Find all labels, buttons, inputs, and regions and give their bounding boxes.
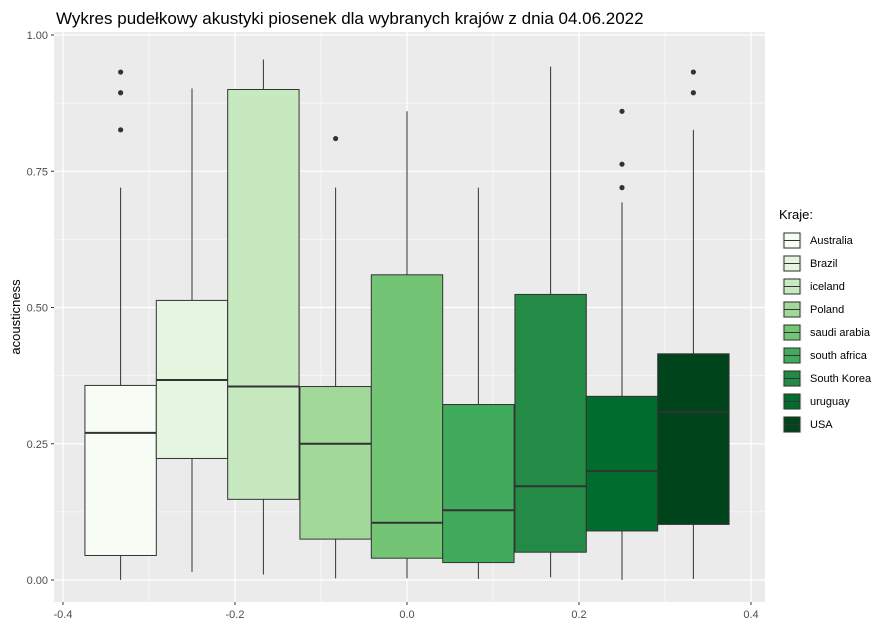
y-axis-title: acousticness [8,279,23,355]
box [370,274,444,559]
outlier-point [619,185,625,191]
y-axis: 0.00 0.25 0.50 0.75 1.00 [27,30,54,587]
box-group [585,108,659,580]
legend-item: saudi arabia [782,324,871,341]
legend-label: uruguay [810,396,850,408]
y-tick-label: 0.50 [27,303,48,315]
legend-label: Australia [810,235,854,247]
outlier-point [690,69,696,75]
y-tick-label: 0.00 [27,575,48,587]
chart-title: Wykres pudełkowy akustyki piosenek dla w… [56,9,644,28]
legend-item: south africa [782,347,868,364]
legend-item: South Korea [782,370,872,387]
legend-label: iceland [810,281,845,293]
box-group [84,69,157,580]
outlier-point [118,90,124,96]
legend-label: South Korea [810,373,872,385]
legend-label: saudi arabia [810,327,871,339]
legend-title: Kraje: [779,207,813,222]
box-group [514,66,587,578]
legend-item: uruguay [782,393,850,410]
box [585,395,659,532]
outlier-point [118,69,124,75]
legend-label: Poland [810,304,844,316]
box [84,384,157,556]
boxes-layer [84,59,730,580]
box-group [299,135,372,579]
legend-item: USA [782,416,833,433]
x-axis: -0.4 -0.2 0.0 0.2 0.4 [54,602,759,621]
y-tick-label: 1.00 [27,30,48,42]
box [299,386,372,540]
y-tick-label: 0.25 [27,439,48,451]
x-tick-label: -0.4 [54,609,73,621]
outlier-point [118,127,124,133]
legend-label: south africa [810,350,868,362]
x-tick-label: -0.2 [226,609,245,621]
box-group [657,69,730,579]
legend-item: Australia [782,232,854,249]
box-group [442,187,515,579]
outlier-point [333,135,339,142]
legend-item: Poland [782,301,844,318]
box [227,89,300,500]
legend-item: iceland [782,278,845,295]
legend-item: Brazil [782,255,838,272]
box [514,293,587,553]
y-tick-label: 0.75 [27,166,48,178]
outlier-point [619,161,625,167]
outlier-point [690,90,696,96]
legend-label: Brazil [810,258,838,270]
box [442,404,515,564]
box [657,353,730,525]
x-tick-label: 0.2 [571,609,586,621]
legend: Kraje: Australia Brazil iceland Poland saudi… [779,207,872,433]
box-group [370,111,444,579]
box-group [227,59,300,575]
x-tick-label: 0.4 [743,609,758,621]
legend-label: USA [810,419,833,431]
x-tick-label: 0.0 [399,609,414,621]
outlier-point [619,108,625,114]
